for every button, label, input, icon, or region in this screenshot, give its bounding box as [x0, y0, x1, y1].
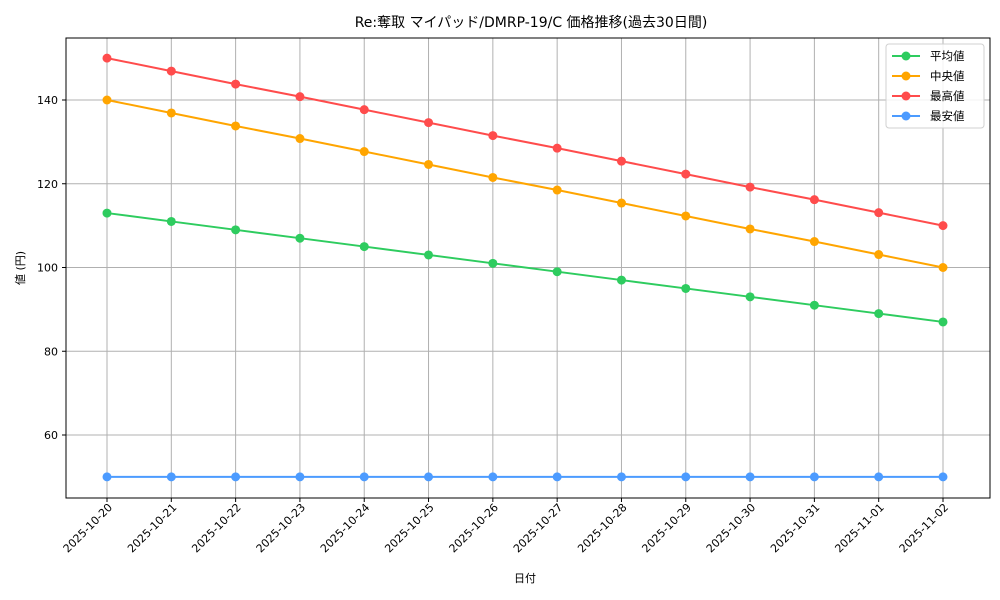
- legend-label: 最高値: [930, 89, 965, 103]
- data-point: [359, 242, 369, 252]
- x-axis: 2025-10-20 2025-10-21 2025-10-22 2025-10-23…: [61, 498, 951, 555]
- data-point: [745, 292, 755, 302]
- data-point: [231, 472, 241, 482]
- x-tick-label: 2025-10-22: [189, 501, 243, 555]
- data-point: [809, 195, 819, 205]
- legend-item: 中央値: [892, 69, 965, 83]
- series-line: [102, 53, 948, 231]
- x-tick-label: 2025-10-25: [382, 501, 436, 555]
- data-point: [488, 472, 498, 482]
- data-point: [166, 216, 176, 226]
- series-line: [102, 472, 948, 482]
- legend-label: 中央値: [930, 69, 965, 83]
- data-point: [745, 182, 755, 192]
- data-point: [874, 309, 884, 319]
- data-point: [295, 134, 305, 144]
- data-point: [231, 225, 241, 235]
- x-tick-label: 2025-10-24: [318, 501, 372, 555]
- data-point: [102, 95, 112, 105]
- data-point: [809, 300, 819, 310]
- data-point: [295, 472, 305, 482]
- data-point: [102, 472, 112, 482]
- data-point: [938, 472, 948, 482]
- data-point: [616, 198, 626, 208]
- data-point: [359, 147, 369, 157]
- data-point: [616, 275, 626, 285]
- legend-item: 平均値: [892, 49, 965, 63]
- data-point: [681, 472, 691, 482]
- data-point: [295, 233, 305, 243]
- x-tick-label: 2025-10-21: [125, 501, 179, 555]
- data-point: [424, 472, 434, 482]
- x-tick-label: 2025-10-31: [768, 501, 822, 555]
- x-axis-label: 日付: [514, 572, 536, 585]
- legend-label: 平均値: [930, 49, 965, 63]
- y-axis: 60 80 100 120 140: [37, 94, 66, 442]
- data-point: [102, 208, 112, 218]
- data-point: [424, 159, 434, 169]
- y-tick-label: 120: [37, 178, 58, 191]
- x-tick-label: 2025-10-28: [575, 501, 629, 555]
- legend-item: 最安値: [892, 109, 965, 123]
- data-point: [488, 258, 498, 268]
- data-point: [616, 156, 626, 166]
- x-tick-label: 2025-10-20: [61, 501, 115, 555]
- data-point: [488, 131, 498, 141]
- data-point: [166, 108, 176, 118]
- chart-title: Re:奪取 マイパッド/DMRP-19/C 価格推移(過去30日間): [355, 14, 708, 31]
- data-point: [938, 263, 948, 272]
- data-point: [874, 250, 884, 260]
- data-point: [295, 92, 305, 102]
- y-tick-label: 80: [44, 345, 58, 358]
- series-line: [102, 208, 948, 327]
- x-tick-label: 2025-11-02: [897, 501, 951, 555]
- data-point: [681, 211, 691, 221]
- data-point: [552, 472, 562, 482]
- data-point: [102, 53, 112, 63]
- data-point: [809, 237, 819, 247]
- x-tick-label: 2025-10-26: [447, 501, 501, 555]
- data-point: [552, 267, 562, 277]
- data-point: [166, 472, 176, 482]
- data-point: [552, 143, 562, 153]
- data-point: [616, 472, 626, 482]
- x-tick-label: 2025-10-27: [511, 501, 565, 555]
- data-point: [809, 472, 819, 482]
- data-point: [938, 221, 948, 231]
- data-point: [874, 472, 884, 482]
- data-point: [681, 169, 691, 179]
- y-tick-label: 140: [37, 94, 58, 107]
- x-tick-label: 2025-10-29: [639, 501, 693, 555]
- x-tick-label: 2025-10-30: [704, 501, 758, 555]
- data-point: [488, 172, 498, 182]
- legend-label: 最安値: [930, 109, 965, 123]
- data-point: [552, 185, 562, 195]
- data-point: [745, 472, 755, 482]
- x-tick-label: 2025-10-23: [254, 501, 308, 555]
- data-point: [166, 66, 176, 76]
- data-series: [102, 53, 948, 482]
- legend-box: [885, 43, 985, 129]
- series-line: [102, 95, 948, 272]
- data-point: [938, 317, 948, 327]
- data-point: [359, 105, 369, 115]
- data-point: [681, 283, 691, 293]
- x-tick-label: 2025-11-01: [832, 501, 886, 555]
- legend-item: 最高値: [892, 89, 965, 103]
- y-tick-label: 60: [44, 429, 58, 442]
- y-tick-label: 100: [37, 262, 58, 275]
- data-point: [359, 472, 369, 482]
- data-point: [231, 121, 241, 131]
- data-point: [745, 224, 755, 234]
- data-point: [424, 118, 434, 128]
- data-point: [231, 79, 241, 89]
- data-point: [874, 208, 884, 218]
- data-point: [424, 250, 434, 260]
- y-axis-label: 値 (円): [14, 251, 27, 285]
